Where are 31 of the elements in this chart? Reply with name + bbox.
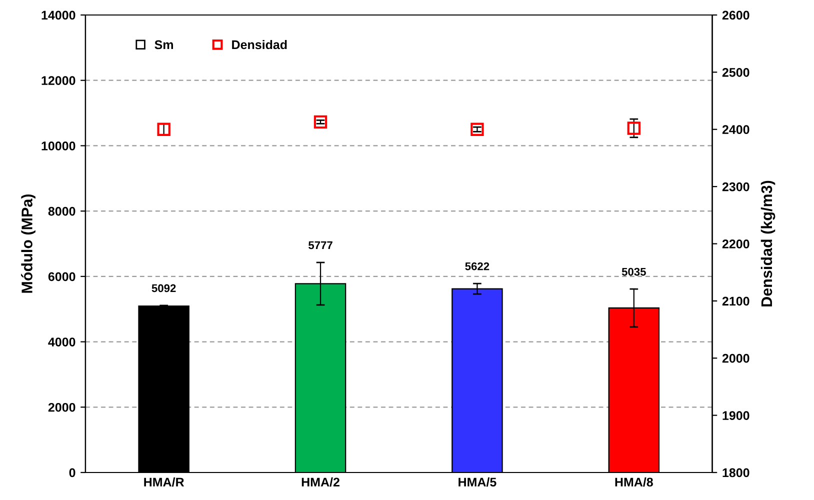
y-tick-label: 0: [69, 468, 76, 478]
y-tick-label: 2000: [48, 402, 76, 412]
y-tick-label: 10000: [42, 142, 76, 150]
data-label: 5622: [465, 262, 490, 270]
y-tick-label: 8000: [48, 206, 76, 216]
y-tick-label: 14000: [42, 10, 76, 20]
y2-tick-label: 2000: [722, 354, 750, 363]
y-tick-label: 6000: [48, 272, 76, 282]
x-tick-label: HMA/R: [144, 477, 184, 487]
y2-tick-label: 2200: [722, 240, 750, 248]
y-tick-label: 4000: [48, 338, 76, 346]
bar: [452, 288, 503, 472]
data-label: 5035: [622, 268, 646, 276]
data-label: 5777: [308, 241, 332, 250]
y-tick-label: 12000: [42, 76, 76, 86]
y2-tick-label: 1800: [722, 468, 750, 478]
y2-tick-label: 2300: [722, 182, 750, 192]
y2-tick-label: 2500: [722, 68, 750, 77]
y2-tick-label: 2600: [722, 10, 750, 20]
y2-tick-label: 2100: [722, 296, 750, 306]
x-tick-label: HMA/2: [302, 477, 340, 487]
y2-tick-label: 1900: [722, 411, 750, 420]
y-axis-title: Módulo (MPa): [21, 194, 36, 293]
legend-label: Sm: [154, 40, 173, 50]
legend-label: Densidad: [232, 40, 287, 50]
data-label: 5092: [152, 284, 176, 292]
x-tick-label: HMA/5: [458, 477, 496, 487]
bar: [138, 306, 190, 472]
y2-tick-label: 2400: [722, 125, 750, 134]
x-tick-label: HMA/8: [615, 477, 653, 487]
y2-axis-title: Densidad (kg/m3): [760, 180, 776, 306]
